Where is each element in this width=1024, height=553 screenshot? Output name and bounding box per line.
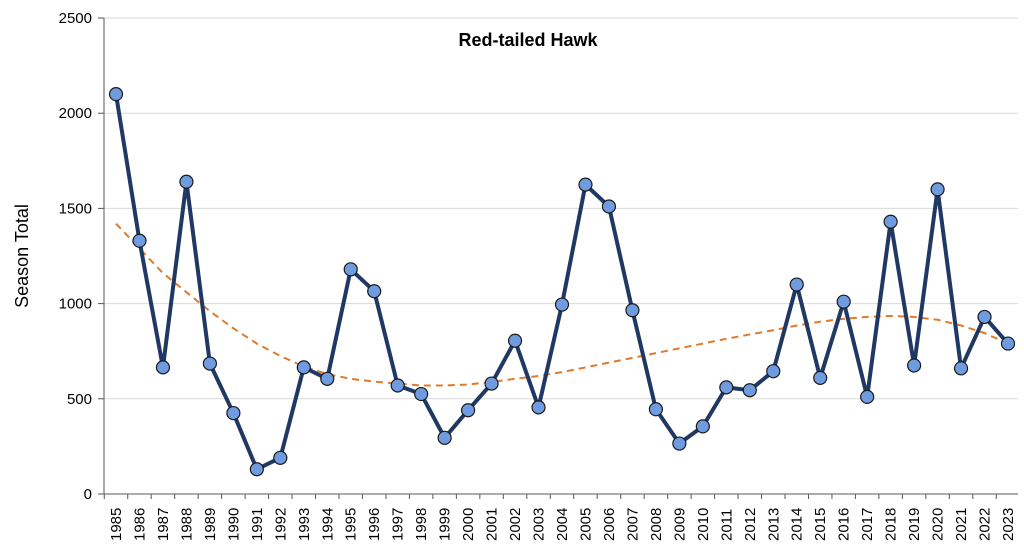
x-tick-label: 2002 — [507, 508, 524, 541]
x-tick-label: 2019 — [906, 508, 923, 541]
observed-series — [108, 87, 1016, 477]
data-point — [930, 182, 945, 197]
x-tick-label: 2004 — [554, 508, 571, 541]
data-point — [953, 361, 969, 376]
x-tick-label: 1996 — [366, 508, 383, 541]
data-point — [367, 284, 382, 299]
y-tick-label: 1000 — [59, 296, 92, 313]
x-tick-label: 2003 — [531, 508, 548, 541]
data-point — [132, 233, 147, 248]
x-tick-label: 2010 — [695, 508, 712, 541]
data-point — [554, 297, 570, 312]
data-point — [977, 309, 992, 325]
data-point — [695, 419, 710, 434]
y-axis-label: Season Total — [12, 204, 32, 308]
data-point — [507, 333, 523, 348]
x-tick-label: 1990 — [225, 508, 242, 541]
x-tick-label: 2001 — [484, 508, 501, 541]
x-tick-label: 1992 — [272, 508, 289, 541]
x-tick-labels: 1985 1986 1987 1988 1989 1990 1991 1992 1993 1994… — [108, 508, 1017, 541]
x-tick-label: 2007 — [624, 508, 641, 541]
data-point — [273, 450, 288, 465]
x-tick-label: 1989 — [202, 508, 219, 541]
series-line — [114, 93, 1010, 472]
data-point — [883, 214, 898, 229]
x-tick-label: 1994 — [319, 508, 336, 541]
data-point — [648, 402, 663, 417]
data-point — [531, 400, 546, 415]
data-point — [461, 403, 476, 418]
data-point — [414, 386, 429, 402]
x-tick-label: 2013 — [765, 508, 782, 541]
y-tick-label: 0 — [84, 486, 92, 503]
y-tick-label: 2500 — [59, 10, 92, 27]
data-point — [813, 370, 828, 385]
x-tick-label: 1999 — [437, 508, 454, 541]
x-tick-label: 2023 — [1000, 508, 1017, 541]
data-point — [1000, 336, 1016, 351]
x-tick-label: 1998 — [413, 508, 430, 541]
data-point — [672, 436, 687, 451]
data-point — [390, 378, 405, 393]
x-tick-label: 2016 — [836, 508, 853, 541]
x-tick-label: 2015 — [812, 508, 829, 541]
data-point — [249, 462, 264, 477]
data-point — [155, 360, 171, 375]
y-tick-label: 2000 — [59, 105, 92, 122]
x-tick-label: 2020 — [930, 508, 947, 541]
chart-title: Red-tailed Hawk — [458, 30, 598, 50]
data-point — [907, 358, 922, 373]
data-point — [742, 383, 757, 398]
x-tick-label: 2022 — [977, 508, 994, 541]
data-point — [179, 174, 194, 189]
data-point — [108, 87, 124, 102]
trend-series — [115, 222, 1009, 387]
data-point — [343, 262, 358, 277]
data-point — [226, 405, 241, 421]
x-tick-label: 2006 — [601, 508, 618, 541]
x-tick-label: 2014 — [789, 508, 806, 541]
data-point — [766, 364, 781, 379]
data-point — [437, 430, 452, 445]
data-point — [789, 277, 804, 292]
x-tick-label: 1991 — [249, 508, 266, 541]
x-tick-label: 2008 — [648, 508, 665, 541]
data-point — [625, 303, 640, 318]
x-tick-label: 2018 — [883, 508, 900, 541]
x-tick-label: 1997 — [390, 508, 407, 541]
x-tick-label: 2011 — [718, 509, 735, 541]
data-point — [484, 376, 499, 391]
data-point — [601, 199, 617, 214]
data-point — [719, 380, 734, 395]
data-point — [860, 389, 875, 404]
data-point — [836, 294, 851, 309]
x-tick-label: 1993 — [296, 508, 313, 541]
axes — [98, 17, 1018, 499]
data-point — [578, 177, 593, 192]
x-tick-label: 1986 — [131, 508, 148, 541]
x-tick-label: 2012 — [742, 508, 759, 541]
data-point — [296, 360, 311, 375]
y-tick-label: 500 — [67, 391, 92, 408]
gridlines — [104, 17, 1018, 400]
data-point — [202, 356, 217, 371]
x-tick-label: 1985 — [108, 508, 125, 541]
x-tick-label: 2009 — [671, 508, 688, 541]
trend-line — [115, 222, 1009, 387]
x-tick-label: 1988 — [178, 508, 195, 541]
x-tick-label: 1995 — [343, 508, 360, 541]
x-tick-label: 2017 — [859, 508, 876, 541]
x-tick-label: 2005 — [577, 508, 594, 541]
data-point — [320, 371, 335, 386]
y-tick-labels: 0 500 1000 1500 2000 2500 — [59, 10, 92, 503]
x-tick-label: 2021 — [953, 508, 970, 541]
x-tick-label: 1987 — [155, 508, 172, 541]
y-tick-label: 1500 — [59, 200, 92, 217]
x-tick-label: 2000 — [460, 508, 477, 541]
